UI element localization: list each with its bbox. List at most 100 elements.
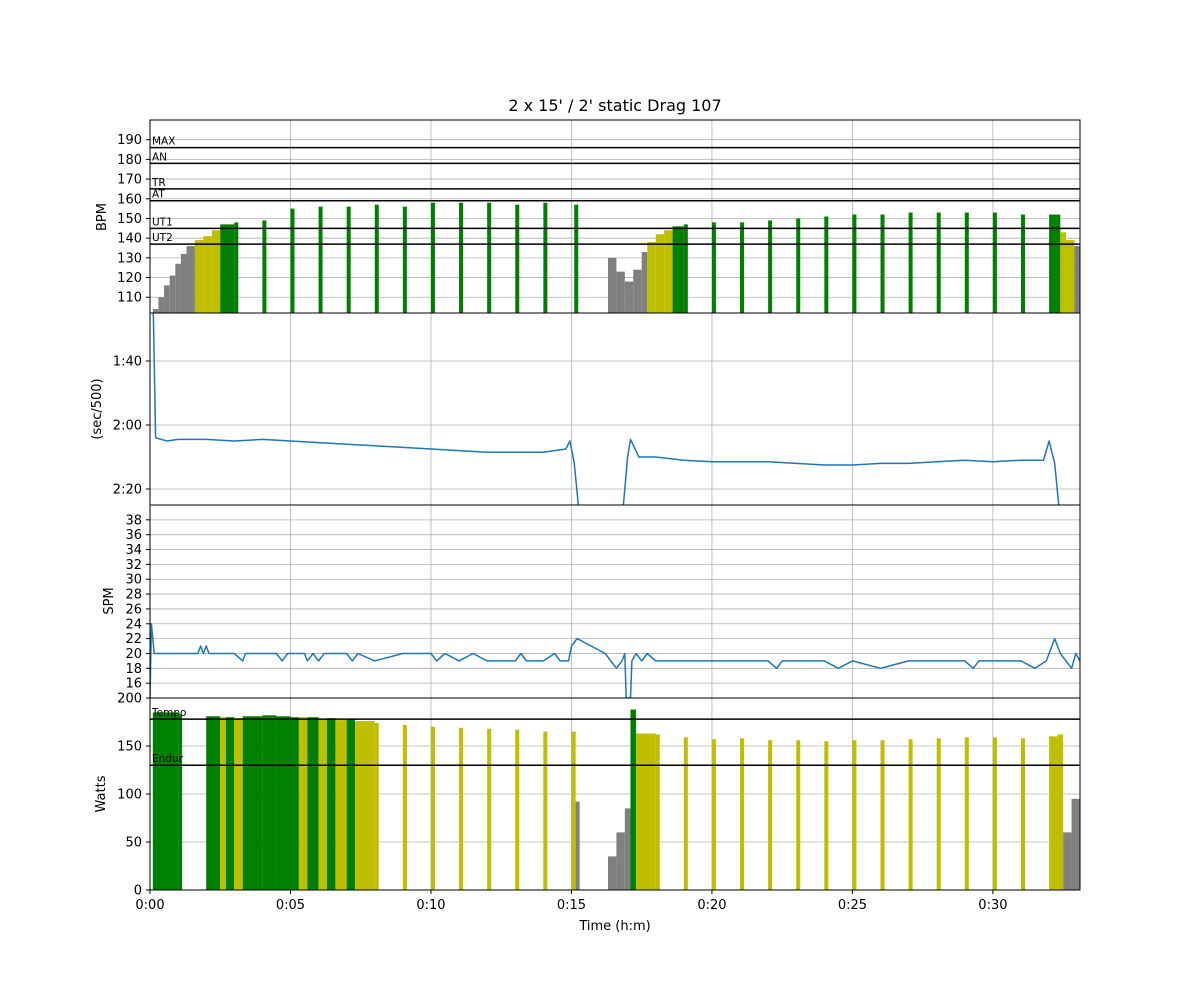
hr-bar [852,214,857,313]
hr-bar [1065,240,1075,313]
power-bar [262,715,277,890]
zone-label: AN [152,151,167,163]
power-bar [276,716,291,890]
spm-grid [149,505,1080,698]
hr-bar [683,224,688,313]
power-bar [936,738,941,890]
hr-bar [158,297,165,313]
hr-bar [633,269,642,313]
power-bar [964,737,969,890]
hr-bar [152,309,159,313]
power-bar [402,724,407,890]
hr-bar [262,220,267,313]
hr-bar [169,275,176,313]
power-bar [852,740,857,890]
power-bar [655,734,660,890]
power-bar [624,808,631,890]
hr-bar [543,202,548,313]
x-tick-label: 0:25 [838,898,867,913]
power-bar [1020,738,1025,890]
pace-panel: (sec/500) 1:40 2:00 2:20 [90,312,1081,506]
y-tick-label: 150 [117,212,142,227]
y-tick-label: 140 [117,232,142,247]
power-bar [768,740,773,890]
hr-bar [672,226,684,313]
power-bar [796,740,801,890]
hr-bar [796,218,801,313]
x-tick-label: 0:00 [135,898,164,913]
pace-y-ticks: 1:40 2:00 2:20 [113,355,150,498]
y-tick-label: 100 [117,788,142,803]
pace-marks [152,313,1060,505]
x-tick-label: 0:20 [697,898,726,913]
hr-bar [402,206,407,313]
y-axis-label-pace: (sec/500) [90,378,105,439]
hr-bar [175,263,181,313]
x-tick-label: 0:10 [416,898,445,913]
power-bar [335,720,347,890]
hr-bar [346,206,351,313]
power-bar [220,717,226,890]
hr-bar [459,202,464,313]
hr-bar [220,224,235,313]
power-bar [487,728,492,890]
power-bar [607,856,617,890]
zone-label: Tempo [151,707,186,719]
y-tick-label: 38 [125,513,142,528]
hr-bar [164,285,170,313]
x-tick-label: 0:05 [276,898,305,913]
zone-label: Endur [152,753,184,765]
power-bar [225,717,235,890]
y-tick-label: 130 [117,251,142,266]
hr-bar [234,222,239,313]
hr-marks [152,202,1080,313]
power-bar [290,717,299,890]
chart-title: 2 x 15' / 2' static Drag 107 [508,96,721,115]
hr-bar [616,271,625,313]
y-tick-label: 110 [117,291,142,306]
hr-bar [641,251,648,313]
power-bar [740,738,745,890]
power-bar [430,726,435,890]
y-tick-label: 2:20 [113,483,142,498]
hr-bar [964,212,969,313]
hr-bar [374,204,379,313]
power-y-ticks: 0 50 100 150 200 [117,692,150,899]
spm-line [150,623,1080,698]
power-bar [575,801,580,890]
y-tick-label: 22 [125,632,142,647]
power-bar [515,729,520,890]
power-bar [636,733,656,890]
hr-bar [1049,214,1061,313]
hr-bar [1060,232,1066,313]
power-bar [571,731,576,890]
power-bar [683,737,688,890]
hr-bar [194,240,204,313]
power-bar [234,718,243,890]
y-tick-label: 34 [125,543,142,558]
y-tick-label: 150 [117,740,142,755]
x-axis-label: Time (h:m) [578,919,650,934]
hr-bar [992,212,997,313]
hr-bar [203,236,212,313]
zone-label: UT2 [152,232,173,244]
zone-label: TR [151,177,166,189]
hr-bar [180,253,187,313]
y-tick-label: 50 [125,836,142,851]
power-bar [355,721,375,890]
y-tick-label: 32 [125,558,142,573]
hr-bar [290,208,295,313]
hr-bar [711,222,716,313]
y-tick-label: 170 [117,173,142,188]
power-bar [327,718,336,890]
hr-bar [186,246,195,313]
y-tick-label: 180 [117,153,142,168]
zone-label: MAX [152,136,175,148]
power-marks [152,709,1080,890]
hr-bar [1020,214,1025,313]
hr-bar [318,206,323,313]
hr-bar [607,257,617,313]
hr-bar [824,216,829,313]
power-bar [1063,832,1072,890]
power-bar [206,716,221,890]
